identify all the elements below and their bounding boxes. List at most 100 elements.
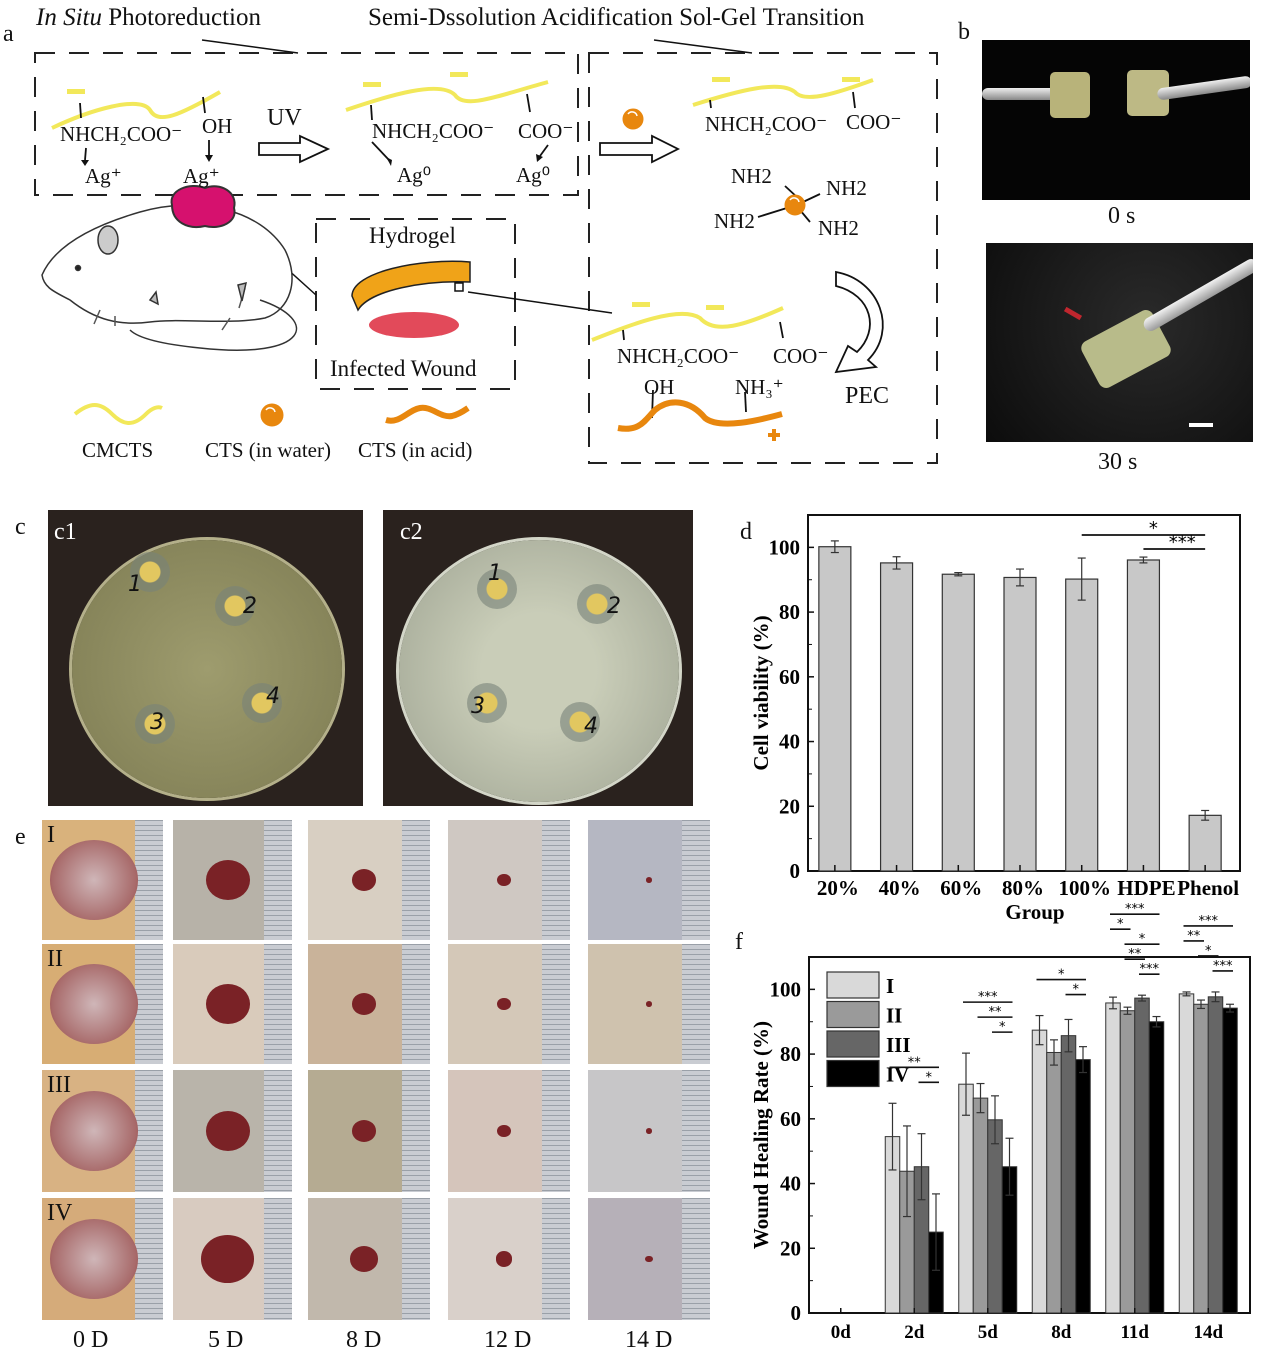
bar <box>1126 559 1161 872</box>
cts-water-legend-icon <box>260 403 284 427</box>
negative-charge <box>712 77 730 82</box>
dashed-box-solgel <box>588 52 938 464</box>
legend-swatch <box>826 971 880 999</box>
amine-label: NH2 <box>731 164 772 188</box>
y-tick-label: 60 <box>779 665 800 689</box>
wound-photo <box>448 944 570 1064</box>
y-tick-label: 80 <box>780 1042 801 1066</box>
row-label: IV <box>47 1200 73 1226</box>
bar-III <box>1207 996 1224 1314</box>
wound <box>646 1128 652 1134</box>
column-label: 14 D <box>625 1327 673 1353</box>
wound <box>497 873 511 887</box>
x-tick-label: 80% <box>1002 876 1044 900</box>
cmcts-chain <box>591 306 784 342</box>
ruler <box>135 820 163 940</box>
negative-charge <box>706 305 724 310</box>
negative-charge <box>842 77 860 82</box>
column-label: 5 D <box>208 1327 244 1353</box>
wound <box>495 1251 513 1267</box>
ruler <box>135 1070 163 1192</box>
negative-charge <box>67 89 85 94</box>
negative-charge <box>363 82 381 87</box>
wound-photo <box>173 1198 292 1320</box>
significance-label: ** <box>989 1005 1003 1020</box>
wound <box>646 1001 652 1007</box>
dashed-box-hydrogel <box>315 218 516 390</box>
chem-label: OH <box>644 375 675 399</box>
bar-II <box>1193 1003 1209 1314</box>
reaction-arrow <box>599 134 681 164</box>
ruler <box>542 1070 570 1192</box>
significance-label: *** <box>1199 914 1219 929</box>
bar-I <box>1178 993 1195 1314</box>
leader-line <box>653 39 753 54</box>
significance-label: * <box>1117 917 1124 932</box>
wound-photo <box>588 1070 710 1192</box>
title-rest: Photoreduction <box>101 4 261 31</box>
wound-photo <box>588 820 710 940</box>
row-label: III <box>47 1072 71 1098</box>
ruler <box>402 1070 430 1192</box>
x-tick-label: 40% <box>879 876 921 900</box>
ruler <box>402 820 430 940</box>
wound-photo <box>588 1198 710 1320</box>
significance-label: * <box>1139 932 1146 947</box>
wound <box>352 869 376 891</box>
x-tick-label: 0d <box>831 1322 852 1343</box>
amine-label: NH2 <box>826 176 867 200</box>
wound <box>349 1246 379 1272</box>
hydrogel-label: Hydrogel <box>369 223 456 248</box>
chem-label: Ag⁺ <box>183 164 220 188</box>
y-tick-label: 80 <box>779 600 800 624</box>
panel-label-c: c <box>15 514 26 540</box>
chem-label: OH <box>202 114 233 138</box>
caption-0s: 0 s <box>1108 203 1136 229</box>
panel-label-d: d <box>740 519 752 545</box>
significance-label: * <box>1149 518 1158 539</box>
ruler <box>542 944 570 1064</box>
title-italic: In Situ <box>36 4 102 31</box>
x-axis-label: Group <box>1005 900 1064 924</box>
ruler <box>402 944 430 1064</box>
ruler <box>264 1070 292 1192</box>
ruler <box>542 1198 570 1320</box>
wound-photo <box>588 944 710 1064</box>
significance-label: *** <box>978 990 998 1005</box>
bar-III <box>987 1119 1003 1314</box>
panel-label-e: e <box>15 824 26 850</box>
disk-number: 2 <box>607 594 621 619</box>
cmcts-chain <box>692 78 874 107</box>
x-tick-label: HDPE <box>1117 876 1175 900</box>
wound <box>205 860 250 900</box>
row-label: I <box>47 822 55 848</box>
photo-plate-c1 <box>48 510 363 806</box>
column-label: 0 D <box>73 1327 109 1353</box>
wound <box>497 997 511 1011</box>
bar-III <box>1134 997 1150 1314</box>
wound-photo <box>448 820 570 940</box>
bar-II <box>1046 1051 1062 1314</box>
disk-number: 3 <box>471 694 485 719</box>
significance-label: ** <box>908 1055 922 1070</box>
legend-swatch <box>826 1059 880 1088</box>
row-label: II <box>47 946 63 972</box>
photo-plate-c2 <box>383 510 693 806</box>
y-tick-label: 100 <box>769 535 801 559</box>
x-tick-label: 5d <box>978 1322 999 1343</box>
wound <box>352 1120 376 1142</box>
chem-label: COO⁻ <box>773 344 829 368</box>
y-tick-label: 60 <box>780 1107 801 1131</box>
plus-charge-icon <box>768 429 780 441</box>
significance-label: * <box>1205 944 1212 959</box>
wound <box>205 1111 250 1151</box>
legend-swatch <box>826 1000 880 1029</box>
x-tick-label: 11d <box>1120 1322 1149 1343</box>
wound-photo <box>448 1070 570 1192</box>
bar-III <box>913 1166 930 1314</box>
wound-photo: II <box>42 944 163 1064</box>
reaction-arrow <box>258 134 331 164</box>
bar-III <box>1060 1035 1077 1314</box>
x-tick-label: Phenol <box>1177 876 1239 900</box>
bar-II <box>899 1170 915 1314</box>
